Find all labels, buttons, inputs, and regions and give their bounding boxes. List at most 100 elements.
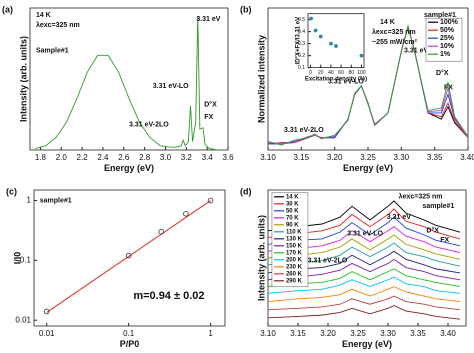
annotation: λexc=325 nm	[36, 21, 80, 29]
x-tick-label: 2.0	[56, 153, 68, 162]
legend-box	[271, 192, 309, 288]
spectrum-line	[267, 216, 461, 247]
x-tick-label: 3.25	[360, 153, 376, 162]
x-tick-label: 2.6	[118, 153, 130, 162]
x-tick-label: 0	[309, 70, 312, 76]
legend-label: 110 K	[286, 229, 302, 235]
x-tick-label: 0.01	[39, 329, 55, 338]
annotation: 14 K	[380, 19, 395, 26]
x-tick-label: 60	[338, 70, 344, 76]
x-tick-label: 3.2	[181, 153, 193, 162]
annotation: 3.31 eV-LO	[347, 230, 383, 237]
legend-label: 50%	[440, 27, 455, 34]
annotation: 3.31 eV-2LO	[308, 258, 348, 265]
spectrum-line	[267, 24, 469, 146]
x-tick-label: 2.8	[139, 153, 151, 162]
x-tick-label: 3.10	[260, 153, 276, 162]
panel-label: (b)	[240, 4, 252, 14]
spectrum-line	[267, 208, 461, 240]
x-tick-label: 3.15	[290, 329, 306, 338]
legend-label: 25%	[440, 35, 455, 42]
plot-frame	[33, 189, 226, 327]
spectrum-line	[267, 295, 461, 311]
y-tick-label: 0.3	[298, 41, 305, 47]
legend-label: 70 K	[286, 215, 299, 221]
data-point	[183, 211, 189, 217]
annotation: sample#1	[422, 203, 454, 210]
annotation: FX	[444, 84, 453, 91]
annotation: λexc=325 nm	[372, 28, 416, 36]
x-tick-label: 3.25	[350, 329, 366, 338]
legend-label: 100%	[440, 19, 459, 26]
annotation: D°X	[204, 100, 217, 108]
x-tick-label: 3.20	[327, 153, 343, 162]
annotation: D°X	[426, 227, 439, 235]
panel-label: (d)	[240, 186, 252, 196]
spectrum-line	[267, 258, 461, 281]
legend-label: 50 K	[286, 208, 299, 214]
annotation: 3.31 eV	[196, 16, 220, 23]
x-tick-label: 20	[318, 70, 324, 76]
data-point	[318, 34, 323, 39]
y-axis-title: I/I0	[12, 252, 22, 265]
y-axis-title: Normalized intensity	[256, 35, 266, 123]
legend-label: 260 K	[286, 271, 303, 277]
legend-label: 1%	[440, 51, 451, 58]
annotation: 14 K	[36, 12, 51, 19]
y-tick-label: 0.4	[298, 29, 305, 35]
x-tick-label: 3.0	[160, 153, 172, 162]
x-tick-label: 3.10	[260, 329, 276, 338]
y-tick-label: 0.1	[298, 65, 305, 71]
panel-label: (a)	[2, 4, 13, 14]
x-tick-label: 3.35	[410, 329, 426, 338]
annotation: 3.31 eV-2LO	[284, 127, 324, 134]
annotation: Sample#1	[36, 47, 69, 54]
data-point	[359, 53, 364, 58]
x-tick-label: 3.40	[440, 329, 456, 338]
y-axis-title: Intensity (arb. units)	[256, 215, 266, 301]
spectrum-line	[267, 305, 461, 320]
annotation: sample#1	[424, 12, 456, 19]
annotation: 3.31 eV	[387, 214, 411, 221]
x-axis-title: Energy (eV)	[104, 163, 154, 173]
x-tick-label: 100	[357, 70, 366, 76]
x-tick-label: 2.2	[77, 153, 89, 162]
plot-frame	[29, 7, 229, 151]
x-tick-label: 3.4	[202, 153, 214, 162]
x-axis-title: Energy (eV)	[343, 163, 393, 173]
annotation: 3.31 eV	[404, 47, 428, 54]
legend-label: 290 K	[286, 278, 303, 284]
x-tick-label: 3.15	[294, 153, 310, 162]
spectrum-line	[267, 226, 461, 253]
annotation: ~255 mW/cm²	[372, 39, 418, 46]
x-tick-label: 3.30	[394, 153, 410, 162]
x-tick-label: 0.1	[123, 329, 135, 338]
x-axis-title: Energy (eV)	[342, 339, 392, 349]
x-tick-label: 3.20	[320, 329, 336, 338]
x-axis-title: P/P0	[120, 339, 140, 349]
y-axis-title: Intensity (arb. units)	[18, 36, 28, 122]
data-point	[309, 16, 313, 21]
spectrum-line	[267, 286, 461, 302]
data-point	[334, 44, 338, 48]
x-tick-label: 3.6	[222, 153, 234, 162]
data-point	[313, 28, 318, 33]
spectrum-line	[267, 234, 461, 260]
y-tick-label: 0.2	[298, 53, 305, 59]
plot-frame	[307, 13, 365, 69]
annotation: 3.31 eV-LO	[153, 83, 189, 90]
panel-label: (c)	[6, 186, 17, 196]
y-tick-label: 1	[27, 196, 32, 205]
x-tick-label: 40	[328, 70, 334, 76]
x-tick-label: 1	[208, 329, 213, 338]
y-tick-label: 0.5	[298, 17, 305, 23]
legend-label: 90 K	[286, 222, 299, 228]
legend-label: 10%	[440, 43, 455, 50]
legend-label: 230 K	[286, 264, 303, 270]
legend-label: 14 K	[286, 194, 299, 200]
annotation: FX	[204, 114, 213, 121]
legend-label: 30 K	[286, 201, 299, 207]
spectrum-line	[35, 16, 218, 151]
annotation: m=0.94 ± 0.02	[133, 290, 204, 302]
